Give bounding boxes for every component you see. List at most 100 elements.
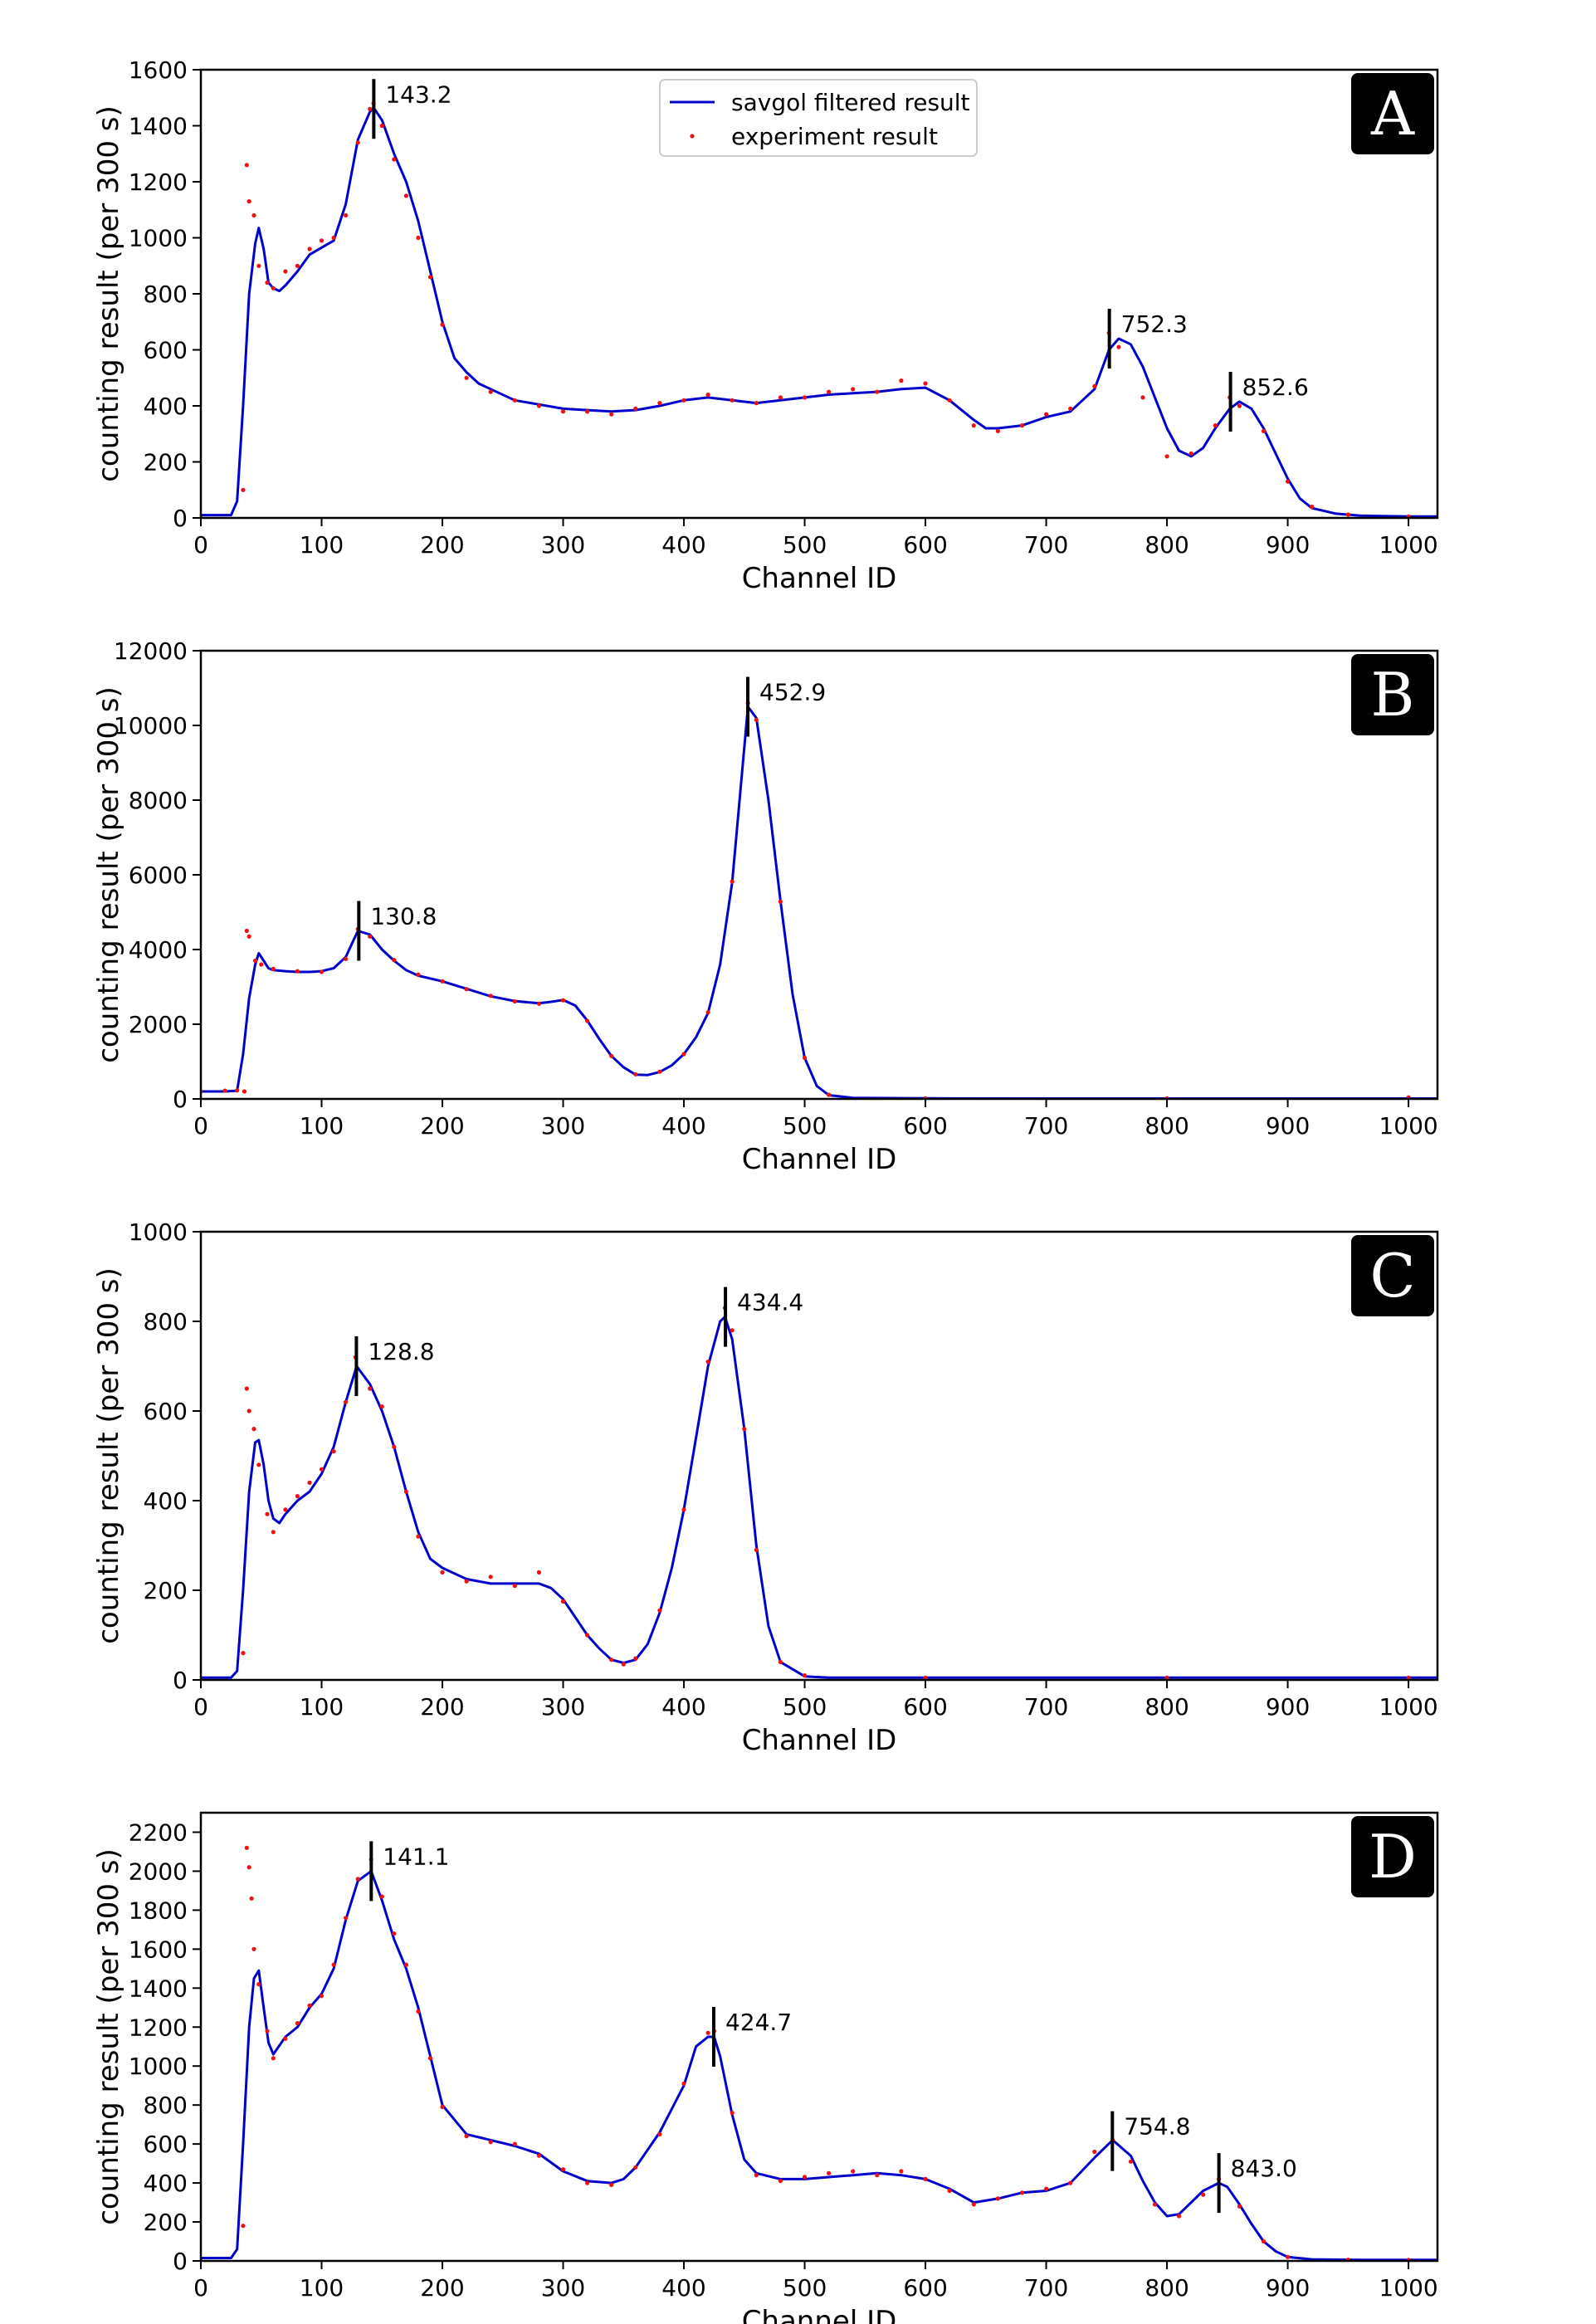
x-tick-label: 600 [903, 2274, 947, 2302]
panel-letter: C [1369, 1241, 1415, 1311]
x-tick-label: 600 [903, 531, 947, 559]
experiment-point [440, 979, 445, 984]
x-tick-label: 400 [661, 1693, 705, 1721]
experiment-point [265, 2029, 270, 2034]
experiment-point [488, 389, 493, 394]
experiment-point [440, 2104, 445, 2110]
experiment-point [488, 994, 493, 998]
experiment-point [899, 378, 904, 383]
experiment-point [633, 2165, 638, 2170]
experiment-point [271, 1530, 276, 1535]
experiment-point [440, 1570, 445, 1575]
y-tick-label: 800 [144, 2092, 188, 2119]
experiment-point [923, 2176, 928, 2181]
experiment-point [319, 238, 325, 243]
experiment-point [778, 899, 783, 904]
experiment-point [585, 1018, 590, 1023]
experiment-point [585, 409, 590, 414]
experiment-point [1019, 422, 1025, 428]
y-tick-label: 800 [144, 281, 188, 308]
experiment-point [416, 235, 421, 241]
x-tick-label: 200 [420, 1112, 464, 1140]
experiment-point [1044, 412, 1049, 417]
experiment-point [242, 1089, 246, 1094]
peak-label: 843.0 [1231, 2155, 1297, 2182]
x-tick-label: 1000 [1379, 1112, 1437, 1140]
experiment-point [971, 422, 976, 428]
x-tick-label: 200 [420, 531, 464, 559]
experiment-point [1044, 2186, 1049, 2191]
experiment-point [344, 1916, 349, 1921]
experiment-point [681, 1507, 686, 1512]
panel-letter: A [1370, 79, 1415, 149]
experiment-point [609, 412, 614, 417]
experiment-point [875, 389, 880, 394]
experiment-point [1177, 2214, 1182, 2219]
x-tick-label: 300 [541, 531, 585, 559]
legend-point-swatch [690, 134, 695, 139]
experiment-point [241, 1651, 246, 1656]
experiment-point [344, 956, 349, 961]
x-tick-label: 800 [1145, 1112, 1188, 1140]
experiment-point [331, 1962, 336, 1967]
experiment-point [1261, 428, 1267, 434]
x-tick-label: 1000 [1379, 2274, 1437, 2302]
x-tick-label: 700 [1024, 531, 1068, 559]
y-tick-label: 1400 [129, 1975, 188, 2002]
experiment-point [244, 163, 249, 168]
plot-area [201, 100, 1437, 518]
y-tick-label: 1600 [129, 56, 188, 84]
legend-label-filtered: savgol filtered result [731, 89, 970, 116]
experiment-point [319, 1467, 325, 1472]
experiment-point [899, 2169, 904, 2174]
experiment-point [416, 1534, 421, 1539]
experiment-point [754, 401, 759, 406]
x-tick-label: 100 [300, 1112, 344, 1140]
experiment-point [875, 2173, 880, 2178]
experiment-point [249, 1896, 254, 1901]
filtered-line-series [201, 706, 1437, 1099]
experiment-point [995, 428, 1000, 434]
experiment-point [256, 1462, 261, 1467]
x-tick-label: 300 [541, 1112, 585, 1140]
experiment-point [488, 2140, 493, 2145]
experiment-point [1286, 479, 1291, 484]
filtered-line-series [201, 1316, 1437, 1679]
experiment-point [995, 2196, 1000, 2201]
x-tick-label: 200 [420, 1693, 464, 1721]
x-tick-label: 900 [1266, 2274, 1310, 2302]
x-tick-label: 700 [1024, 1693, 1068, 1721]
y-tick-label: 1000 [129, 2053, 188, 2080]
y-tick-label: 1200 [129, 2014, 188, 2041]
experiment-point [633, 406, 638, 411]
legend-label-experiment: experiment result [731, 123, 938, 150]
experiment-point [621, 1662, 626, 1667]
experiment-point [244, 1386, 249, 1391]
plot-area [201, 701, 1437, 1099]
experiment-point [440, 322, 445, 327]
experiment-point [392, 157, 397, 162]
peak-label: 754.8 [1124, 2113, 1190, 2141]
experiment-point [319, 1994, 325, 1999]
experiment-point [241, 487, 246, 492]
experiment-point [512, 1584, 517, 1589]
experiment-point [379, 1894, 384, 1899]
experiment-point [1213, 422, 1218, 428]
experiment-point [259, 962, 264, 967]
x-tick-label: 100 [300, 1693, 344, 1721]
panel-b: 0 100 200 300 400 500 600 700 800 900 100002000400… [92, 637, 1439, 1176]
y-tick-label: 600 [144, 1398, 188, 1425]
experiment-point [368, 934, 373, 939]
x-tick-label: 500 [783, 1693, 827, 1721]
y-tick-label: 800 [144, 1308, 188, 1335]
experiment-point [379, 123, 384, 129]
experiment-point [754, 2173, 759, 2178]
experiment-point [1201, 2192, 1206, 2197]
experiment-point [705, 2030, 710, 2035]
x-tick-label: 700 [1024, 2274, 1068, 2302]
x-tick-label: 800 [1145, 1693, 1188, 1721]
panel-badge [1351, 654, 1434, 735]
experiment-point [331, 1449, 336, 1454]
experiment-point [633, 1072, 638, 1077]
experiment-point [585, 1633, 590, 1638]
